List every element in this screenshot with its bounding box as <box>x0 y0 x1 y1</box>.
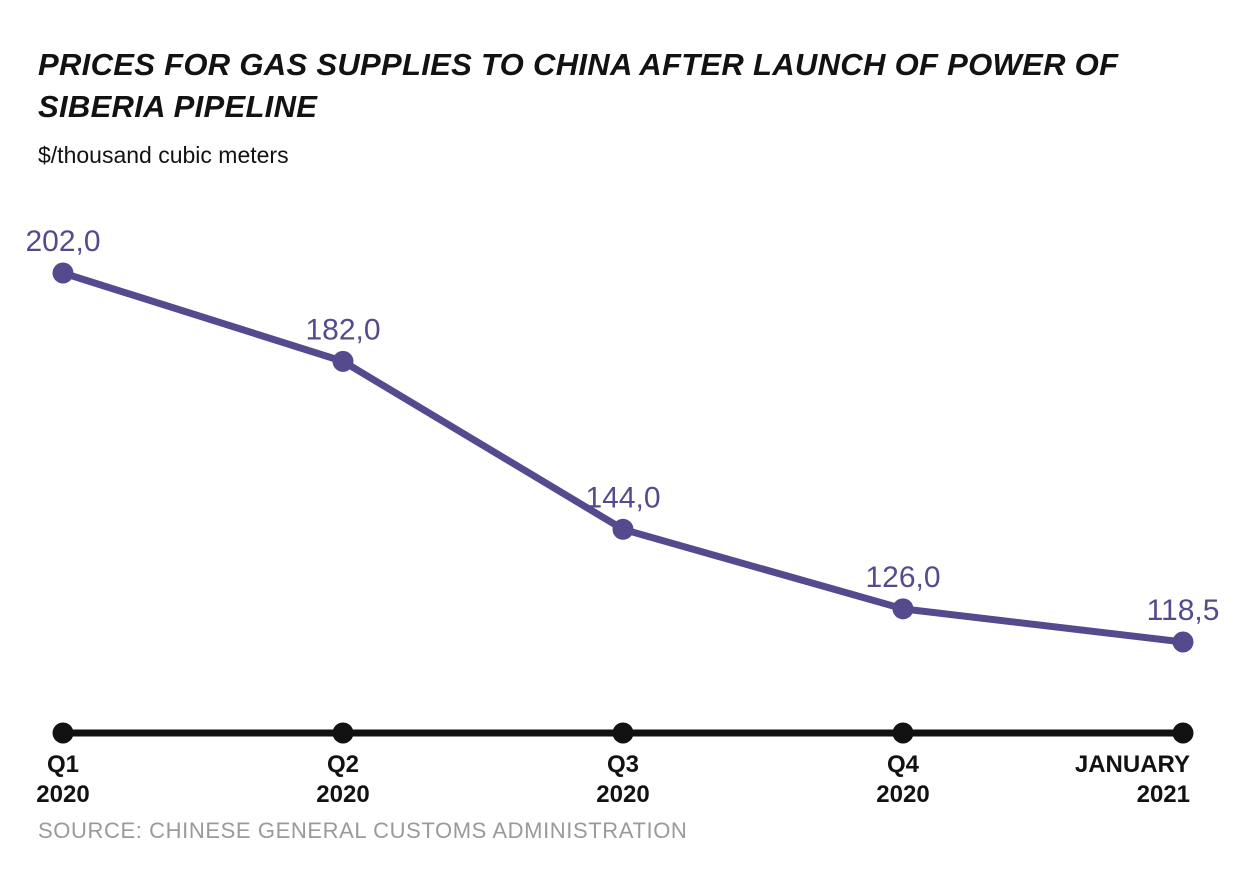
x-axis-tick-dot <box>612 722 634 744</box>
x-axis-label-line-1: Q3 <box>607 751 639 778</box>
x-axis-label-line-2: 2021 <box>1137 781 1190 808</box>
data-point <box>52 262 74 284</box>
x-axis-tick-dot <box>1172 722 1194 744</box>
data-point-label: 144,0 <box>585 481 660 514</box>
x-axis-label-line-1: JANUARY <box>1075 751 1190 778</box>
x-axis-label-line-2: 2020 <box>36 781 89 808</box>
data-point-label: 118,5 <box>1147 594 1220 627</box>
data-point-label: 202,0 <box>25 225 100 258</box>
chart-title-line-2: SIBERIA PIPELINE <box>38 89 318 124</box>
data-point <box>1172 631 1194 653</box>
source-credit: SOURCE: CHINESE GENERAL CUSTOMS ADMINIST… <box>38 818 688 843</box>
data-point-label: 182,0 <box>305 313 380 346</box>
x-axis-label-line-1: Q4 <box>887 751 920 778</box>
x-axis-label-line-1: Q1 <box>47 751 79 778</box>
x-axis-label-line-1: Q2 <box>327 751 359 778</box>
x-axis-label-line-2: 2020 <box>876 781 929 808</box>
data-point <box>612 518 634 540</box>
x-axis-tick-dot <box>332 722 354 744</box>
x-axis-label-line-2: 2020 <box>596 781 649 808</box>
price-line <box>59 269 1187 646</box>
chart-title-line-1: PRICES FOR GAS SUPPLIES TO CHINA AFTER L… <box>38 47 1119 82</box>
data-point-label: 126,0 <box>865 561 940 594</box>
y-units-label: $/thousand cubic meters <box>38 142 289 168</box>
x-axis-label-line-2: 2020 <box>316 781 369 808</box>
data-point <box>332 350 354 372</box>
x-axis-tick-dot <box>892 722 914 744</box>
data-point <box>892 598 914 620</box>
x-axis-tick-dot <box>52 722 74 744</box>
chart-title: PRICES FOR GAS SUPPLIES TO CHINA AFTER L… <box>38 44 1118 128</box>
